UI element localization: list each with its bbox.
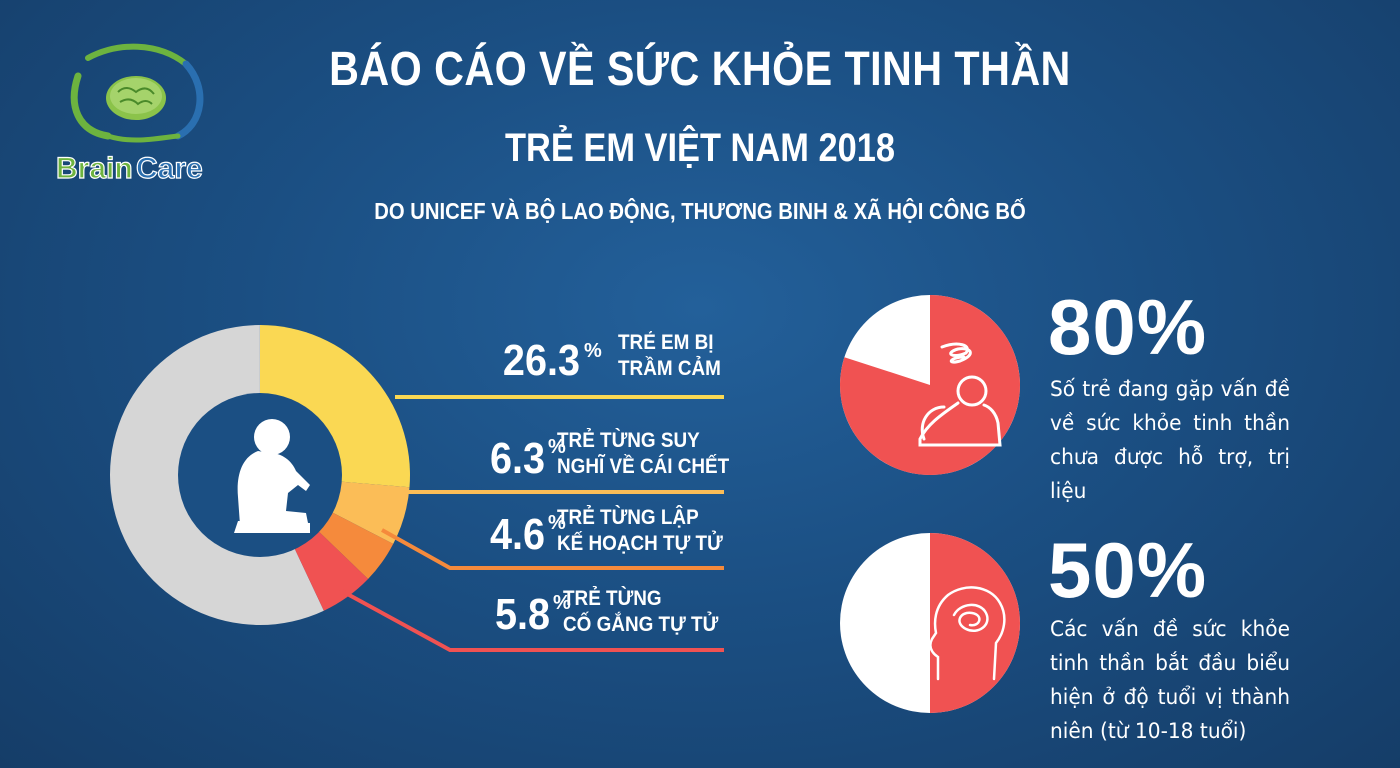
stat-unit-1: %: [584, 340, 602, 362]
fact-description-1: Số trẻ đang gặp vấn đề về sức khỏe tinh …: [1050, 377, 1290, 503]
stat-unit-3: %: [548, 512, 566, 534]
page-subtitle: TRẺ EM VIỆT NAM 2018: [505, 126, 895, 170]
pie-80-slice: [840, 295, 1020, 475]
braincare-logo: Brain Care: [55, 43, 204, 186]
logo-text-brain: Brain: [56, 152, 133, 185]
pie-80: [840, 295, 1020, 475]
stat-value-3: 4.6: [489, 510, 545, 559]
stat-label-3: TRẺ TỪNG LẬP KẾ HOẠCH TỰ TỬ: [557, 506, 723, 555]
fact-percent-2: 50%: [1048, 526, 1208, 614]
stat-value-2: 6.3: [489, 434, 545, 483]
source-line: DO UNICEF VÀ BỘ LAO ĐỘNG, THƯƠNG BINH & …: [374, 198, 1026, 224]
stat-label-2: TRẺ TỪNG SUY NGHĨ VỀ CÁI CHẾT: [557, 429, 730, 478]
stat-value-4: 5.8: [494, 590, 550, 639]
logo-text-care: Care: [136, 152, 203, 185]
pie-50-slice: [930, 533, 1020, 713]
stressed-person-icon: [918, 342, 1002, 447]
pie-50: [840, 533, 1020, 713]
fact-percent-1: 80%: [1048, 283, 1208, 371]
stat-value-1: 26.3: [502, 336, 580, 385]
sitting-child-icon: [234, 419, 310, 533]
stat-label-1: TRẺ EM BỊ TRẦM CẢM: [618, 331, 721, 380]
stat-unit-2: %: [548, 436, 566, 458]
fact-description-2: Các vấn đề sức khỏe tinh thần bắt đầu bi…: [1050, 617, 1290, 743]
donut-chart: [110, 325, 410, 625]
stat-label-4: TRẺ TỪNG CỐ GẮNG TỰ TỬ: [563, 587, 719, 636]
tangled-mind-head-icon: [929, 586, 1006, 681]
stat-unit-4: %: [553, 592, 571, 614]
page-title: BÁO CÁO VỀ SỨC KHỎE TINH THẦN: [329, 43, 1071, 96]
